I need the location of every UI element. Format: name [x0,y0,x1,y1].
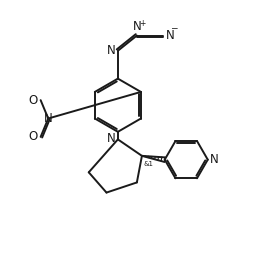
Text: N: N [44,112,53,125]
Text: O: O [28,94,38,107]
Text: N: N [133,19,141,33]
Text: N: N [107,132,116,145]
Text: −: − [170,23,178,32]
Text: N: N [210,153,219,166]
Text: N: N [166,29,175,42]
Text: &1: &1 [144,161,154,167]
Text: +: + [139,19,146,28]
Text: N: N [106,44,115,57]
Text: O: O [28,130,38,143]
